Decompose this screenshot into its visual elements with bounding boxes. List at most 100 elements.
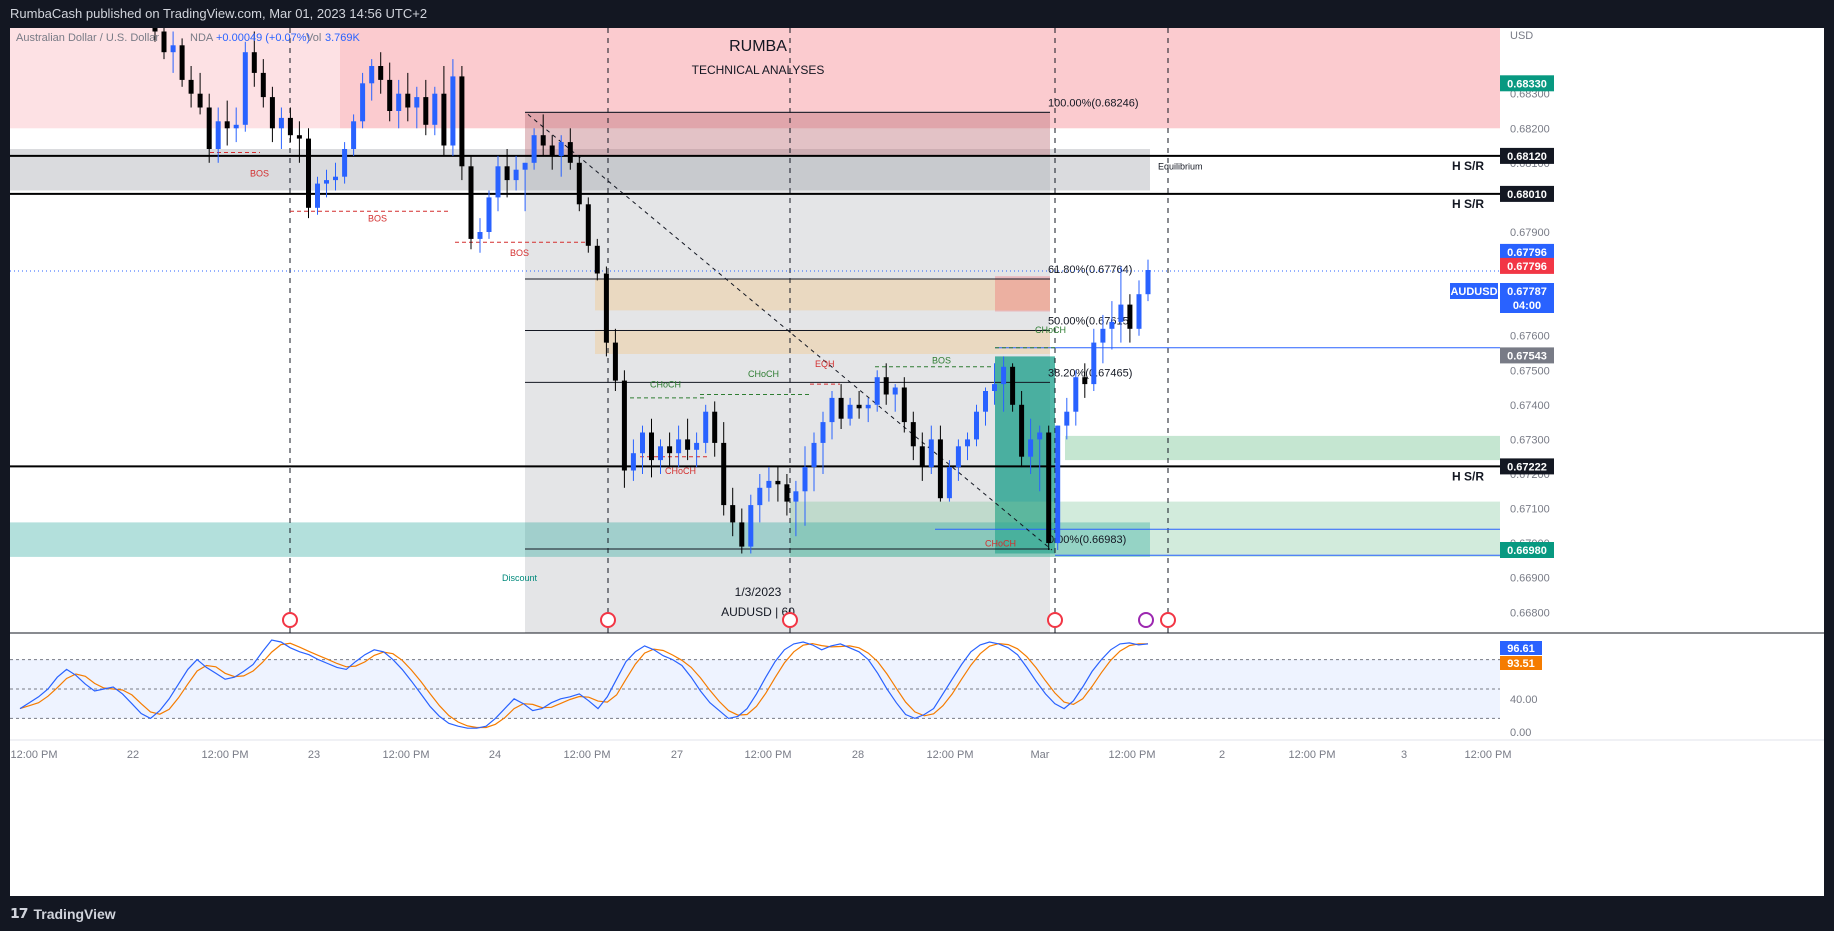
candle-body [432, 93, 438, 125]
candle-body [1073, 377, 1079, 412]
candle-body [1064, 411, 1070, 426]
candle-body [775, 480, 781, 485]
time-tick-label: 12:00 PM [382, 749, 429, 761]
time-tick-label: 12:00 PM [1108, 749, 1155, 761]
candle-body [1109, 321, 1115, 329]
candle-body [1001, 366, 1007, 385]
candle-body [351, 121, 357, 149]
candle-body [1082, 377, 1088, 385]
fib-top-zone [525, 112, 1050, 156]
chart-canvas[interactable]: H S/R H S/R H S/R 100.00%(0.68246) 61.80%(0.… [10, 28, 1824, 896]
annotation-label: BOS [510, 248, 529, 258]
volume-value: 3.769K [325, 32, 361, 44]
annotation-label: Equilibrium [1158, 162, 1203, 172]
candle-body [504, 166, 510, 181]
candle-body [495, 166, 501, 198]
candle-body [197, 93, 203, 108]
candle-body [838, 397, 844, 419]
candle-body [423, 97, 429, 125]
candle-body [170, 45, 176, 53]
annotation-label: CHoCH [985, 539, 1016, 549]
price-badge-label: 0.68330 [1507, 78, 1547, 90]
economic-event-icon [282, 612, 298, 628]
candle-body [315, 183, 320, 208]
candle-body [603, 273, 609, 343]
candle-body [387, 79, 393, 111]
time-tick-label: Mar [1031, 749, 1050, 761]
time-tick-label: 2 [1219, 749, 1225, 761]
candle-body [486, 197, 492, 232]
volume-label: Vol [306, 32, 321, 44]
candle-body [965, 439, 970, 447]
candle-body [450, 76, 456, 146]
candle-body [441, 93, 447, 146]
price-tick-label: 0.66900 [1510, 573, 1550, 585]
trend-line [527, 114, 1053, 551]
oscillator-badge-label: 96.61 [1507, 643, 1535, 655]
price-tick-label: 0.67600 [1510, 331, 1550, 343]
candle-body [296, 135, 302, 139]
watermark-date: 1/3/2023 [735, 585, 782, 599]
candle-body [215, 121, 221, 149]
fib-level-label: 0.00%(0.66983) [1048, 534, 1126, 546]
candle-body [739, 522, 745, 547]
watermark-subtitle: TECHNICAL ANALYSES [692, 63, 825, 77]
time-tick-label: 12:00 PM [563, 749, 610, 761]
candle-body [992, 384, 997, 391]
price-badge-label: 0.67787 [1507, 286, 1547, 298]
price-badge-label: 0.66980 [1507, 545, 1547, 557]
candle-body [793, 491, 799, 502]
tradingview-logo[interactable]: 𝟭𝟳 TradingView [10, 905, 116, 922]
candle-body [540, 135, 546, 146]
candle-body [513, 169, 519, 181]
time-tick-label: 24 [489, 749, 501, 761]
candle-body [567, 142, 573, 163]
symbol-source: NDA [190, 32, 214, 44]
watermark-symbol: AUDUSD | 60 [721, 605, 795, 619]
time-tick-label: 28 [852, 749, 864, 761]
candle-body [766, 480, 772, 488]
dividend-event-icon [1138, 612, 1154, 628]
candle-body [242, 52, 248, 125]
price-badge-label: 0.68120 [1507, 151, 1547, 163]
candle-body [278, 117, 284, 129]
fib-level-label: 61.80%(0.67764) [1048, 264, 1132, 276]
candle-body [847, 404, 853, 419]
candle-body [919, 446, 925, 468]
candle-body [152, 28, 158, 32]
oscillator-tick-label: 0.00 [1510, 727, 1531, 739]
publish-text: RumbaCash published on TradingView.com, … [10, 6, 428, 21]
candle-body [1145, 270, 1151, 295]
candle-body [342, 149, 348, 177]
hsr-label: H S/R [1452, 159, 1484, 173]
candle-body [369, 66, 375, 84]
price-tick-label: 0.67300 [1510, 434, 1550, 446]
price-badge-label: 0.67796 [1507, 261, 1547, 273]
annotation-label: CHoCH [748, 369, 779, 379]
price-tick-label: 0.67500 [1510, 365, 1550, 377]
fib-level-label: 38.20%(0.67465) [1048, 367, 1132, 379]
candle-body [658, 446, 663, 461]
price-badge [1500, 458, 1554, 475]
candle-body [784, 484, 790, 502]
tradingview-brand: TradingView [33, 905, 116, 922]
candle-body [1091, 342, 1097, 385]
candle-body [549, 145, 555, 156]
watermark-title: RUMBA [729, 38, 787, 55]
candle-body [811, 442, 817, 468]
candle-body [1010, 366, 1016, 405]
candle-body [287, 117, 293, 136]
annotation-label: BOS [250, 169, 269, 179]
candle-body [585, 204, 591, 246]
publish-header: RumbaCash published on TradingView.com, … [0, 0, 1834, 28]
candle-body [576, 162, 582, 205]
candle-body [1118, 304, 1124, 322]
candle-body [946, 467, 952, 499]
oscillator-k-line [19, 639, 1149, 729]
candle-body [694, 442, 700, 450]
time-tick-label: 12:00 PM [1288, 749, 1335, 761]
orderblock-upper [595, 279, 1050, 311]
candle-body [829, 397, 835, 423]
price-tick-label: 0.68200 [1510, 123, 1550, 135]
candle-body [333, 176, 338, 181]
